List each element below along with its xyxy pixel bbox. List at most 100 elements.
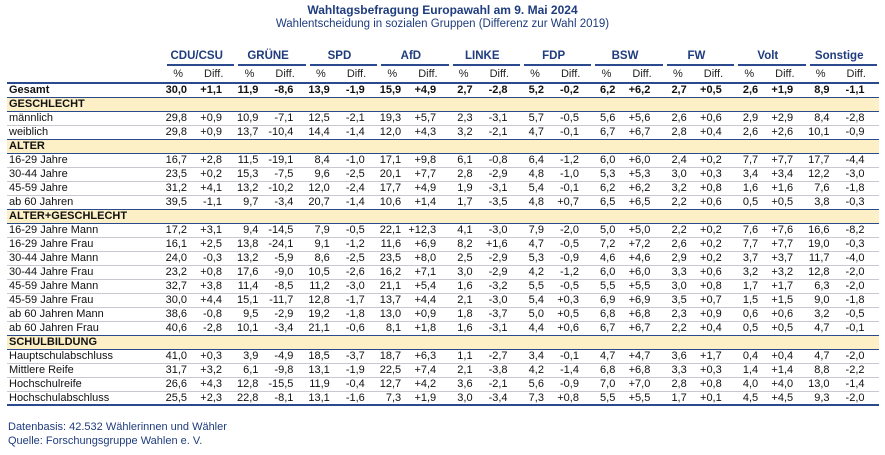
diff-value-volt: +0,6 <box>771 308 794 320</box>
cell-group-fdp: 5,3 -0,9 <box>522 252 593 265</box>
diff-value-bsw: +5,3 <box>628 168 651 180</box>
cell-group-spd: 19,2 -1,8 <box>308 308 379 321</box>
cell-group-gruene: 10,9 -7,1 <box>236 112 307 125</box>
chart-subtitle: Wahlentscheidung in sozialen Gruppen (Di… <box>275 18 610 30</box>
cell-group-sonstige: 8,9 -1,1 <box>808 84 879 97</box>
cell-group-fdp: 7,3 +0,8 <box>522 392 593 404</box>
diff-value-sonstige: -1,8 <box>845 294 865 306</box>
cell-group-cdu-csu: 23,5 +0,2 <box>165 168 236 181</box>
section-header: ALTER+GESCHLECHT <box>7 210 879 224</box>
table-body: Gesamt 30,0 +1,1 11,9 -8,6 13,9 -1,9 15,9 +4,9 2,… <box>7 84 879 406</box>
cell-group-linke: 1,6 -3,2 <box>451 280 522 293</box>
percent-value-afd: 19,3 <box>379 112 402 124</box>
percent-value-fdp: 4,2 <box>528 266 544 278</box>
cell-group-spd: 12,8 -1,7 <box>308 294 379 307</box>
cell-group-gruene: 15,3 -7,5 <box>236 168 307 181</box>
diff-value-linke: -2,1 <box>488 378 508 390</box>
diff-value-volt: +1,9 <box>771 84 794 96</box>
percent-value-afd: 8,1 <box>385 322 402 334</box>
cell-group-bsw: 5,6 +5,6 <box>593 112 664 125</box>
cell-group-volt: 3,4 +3,4 <box>736 168 807 181</box>
cell-group-sonstige: 7,6 -1,8 <box>808 182 879 195</box>
diff-value-linke: -2,9 <box>488 266 508 278</box>
percent-value-spd: 11,9 <box>309 378 330 390</box>
cell-group-volt: 0,5 +0,5 <box>736 322 807 335</box>
row-label: 45-59 Jahre <box>9 182 68 194</box>
diff-value-gruene: -24,1 <box>268 238 294 250</box>
cell-group-cdu-csu: 30,0 +1,1 <box>165 84 236 97</box>
diff-value-sonstige: -0,3 <box>845 196 865 208</box>
cell-group-fw: 2,6 +0,6 <box>665 112 736 125</box>
cell-group-spd: 13,1 -1,6 <box>308 392 379 404</box>
diff-value-bsw: +6,8 <box>628 308 651 320</box>
subheader-group-afd: % Diff. <box>379 66 450 82</box>
diff-value-volt: +7,7 <box>771 238 794 250</box>
cell-group-sonstige: 6,3 -2,0 <box>808 280 879 293</box>
diff-value-fw: +0,4 <box>700 322 722 334</box>
cell-group-fdp: 4,7 -0,5 <box>522 238 593 251</box>
percent-header: % <box>672 68 683 80</box>
percent-value-gruene: 13,2 <box>236 182 259 194</box>
diff-value-sonstige: -2,0 <box>845 280 865 292</box>
cell-group-gruene: 10,1 -3,4 <box>236 322 307 335</box>
row-label: 16-29 Jahre Frau <box>9 238 94 250</box>
cell-group-bsw: 5,3 +5,3 <box>593 168 664 181</box>
diff-value-sonstige: -2,2 <box>845 364 865 376</box>
row-label: 30-44 Jahre <box>9 168 68 180</box>
cell-group-linke: 1,7 -3,5 <box>451 196 522 209</box>
cell-group-fdp: 4,2 -1,2 <box>522 266 593 279</box>
diff-value-gruene: -5,9 <box>274 252 294 264</box>
cell-group-gruene: 3,9 -4,9 <box>236 350 307 363</box>
percent-value-sonstige: 3,8 <box>814 196 830 208</box>
percent-header: % <box>173 68 183 80</box>
subheader-corner <box>7 66 165 82</box>
diff-value-volt: +7,7 <box>771 154 794 166</box>
diff-value-volt: +0,5 <box>771 196 794 208</box>
cell-group-volt: 3,2 +3,2 <box>736 266 807 279</box>
cell-group-spd: 10,5 -2,6 <box>308 266 379 279</box>
percent-value-linke: 2,1 <box>457 294 473 306</box>
diff-value-sonstige: -0,1 <box>845 322 865 334</box>
diff-value-cdu-csu: +2,8 <box>200 154 222 166</box>
percent-value-cdu-csu: 40,6 <box>165 322 187 334</box>
percent-value-volt: 3,2 <box>742 266 759 278</box>
diff-value-afd: +9,8 <box>414 154 437 166</box>
cell-group-cdu-csu: 38,6 -0,8 <box>165 308 236 321</box>
results-table: CDU/CSU GRÜNE SPD AfD LINKE FDP BSW FW Volt Sonst… <box>7 49 879 406</box>
diff-value-sonstige: -8,2 <box>845 224 865 236</box>
percent-header: % <box>244 68 255 80</box>
percent-value-linke: 1,1 <box>457 350 473 362</box>
diff-value-fw: +0,5 <box>700 84 722 96</box>
cell-group-spd: 13,1 -1,9 <box>308 364 379 377</box>
percent-value-cdu-csu: 25,5 <box>165 392 187 404</box>
percent-value-linke: 2,1 <box>457 364 473 376</box>
percent-value-fw: 2,2 <box>671 224 687 236</box>
diff-value-sonstige: -0,5 <box>845 308 865 320</box>
diff-value-afd: +1,4 <box>414 196 437 208</box>
percent-value-cdu-csu: 30,0 <box>165 294 187 306</box>
percent-value-afd: 22,1 <box>379 224 402 236</box>
percent-value-fw: 2,2 <box>671 322 687 334</box>
diff-value-fdp: -1,2 <box>559 154 579 166</box>
cell-group-afd: 17,7 +4,9 <box>379 182 450 195</box>
percent-value-bsw: 6,2 <box>600 182 616 194</box>
source-note: Quelle: Forschungsgruppe Wahlen e. V. <box>8 435 203 447</box>
cell-group-linke: 3,0 -3,4 <box>451 392 522 404</box>
cell-group-fw: 2,2 +0,6 <box>665 196 736 209</box>
diff-header: Diff. <box>346 68 367 80</box>
percent-value-sonstige: 9,3 <box>814 392 830 404</box>
cell-group-gruene: 9,4 -14,5 <box>236 224 307 237</box>
table-row: ab 60 Jahren Frau 40,6 -2,8 10,1 -3,4 21,1 -0,… <box>7 322 879 336</box>
subheader-group-fw: % Diff. <box>665 66 736 82</box>
diff-value-fdp: -2,0 <box>559 224 579 236</box>
diff-value-cdu-csu: +4,4 <box>200 294 222 306</box>
diff-value-volt: +7,6 <box>771 224 794 236</box>
percent-value-gruene: 13,7 <box>236 126 259 138</box>
cell-group-spd: 12,5 -2,1 <box>308 112 379 125</box>
diff-value-linke: -3,1 <box>488 182 508 194</box>
diff-value-spd: -1,4 <box>345 126 365 138</box>
diff-value-fw: +0,3 <box>700 168 722 180</box>
diff-header: Diff. <box>846 68 866 80</box>
percent-value-fdp: 4,7 <box>528 238 544 250</box>
diff-value-bsw: +6,0 <box>628 154 651 166</box>
